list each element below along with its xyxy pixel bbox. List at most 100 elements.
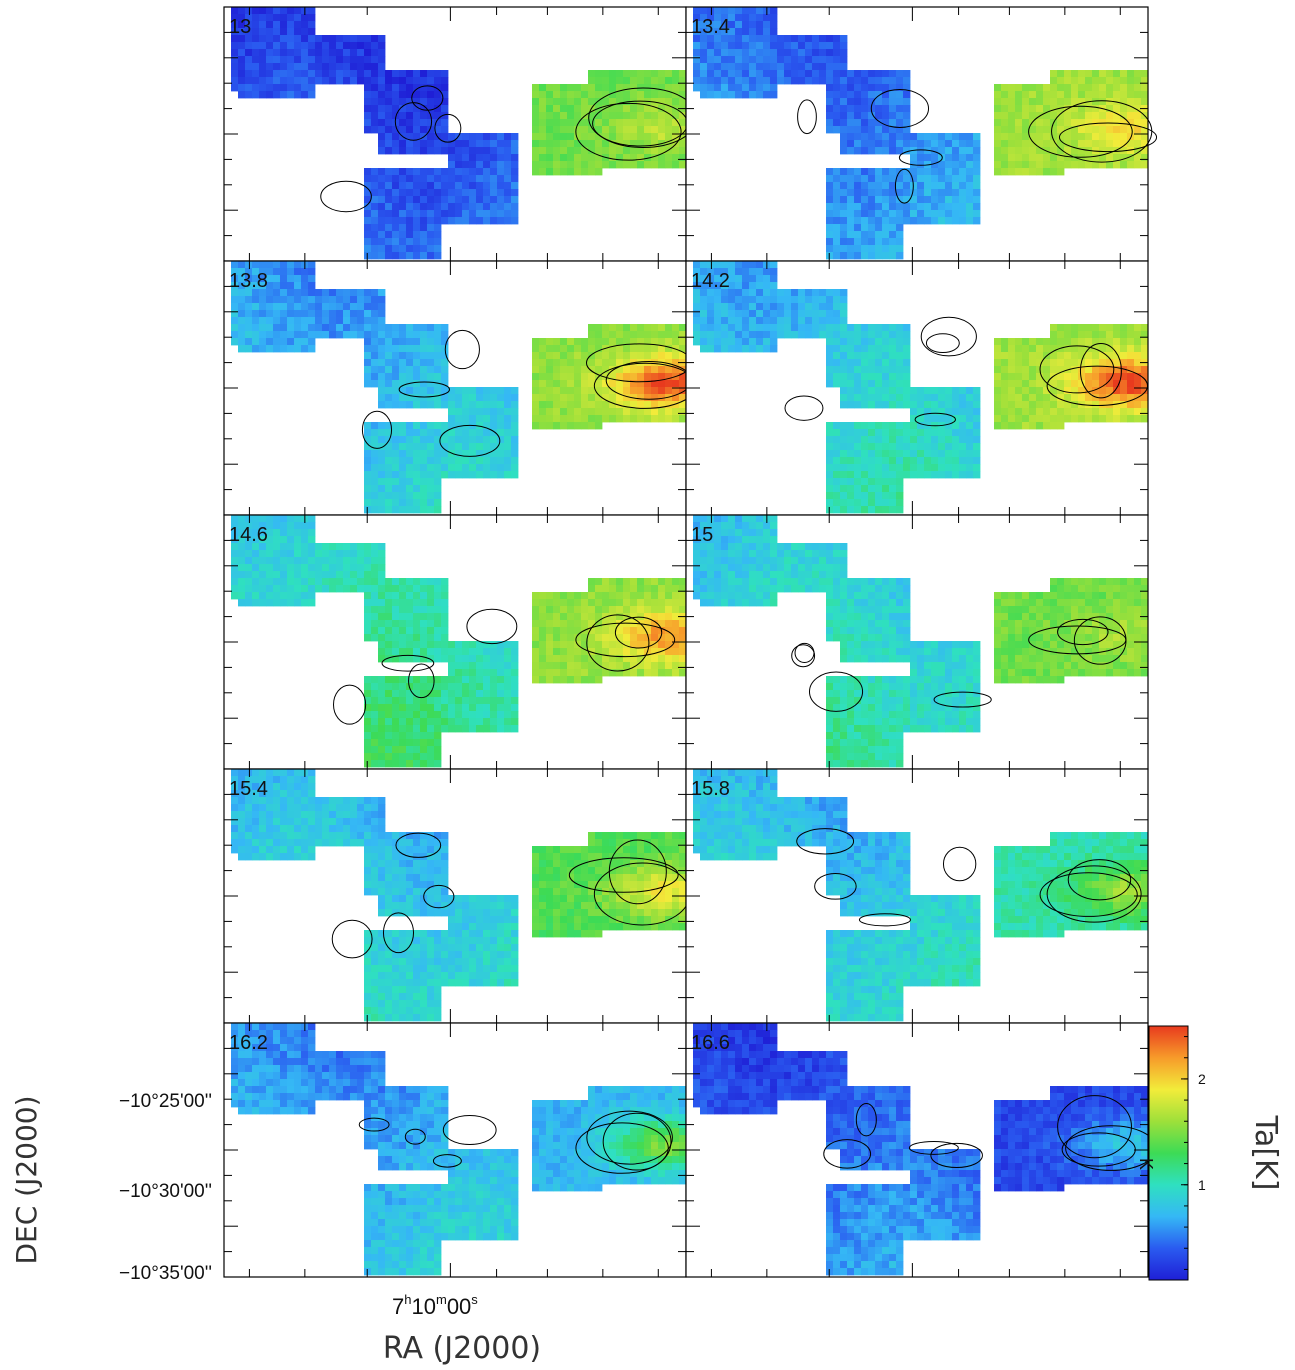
x-tick-minutes-unit: m <box>436 1292 447 1307</box>
channel-panel: 13.8 <box>223 260 697 516</box>
contour <box>423 884 455 909</box>
contour-lines <box>358 1110 673 1174</box>
channel-panel: 16.6 <box>685 1022 1157 1278</box>
x-tick-label: 7h10m00s <box>392 1292 478 1319</box>
channel-panel: 16.2 <box>223 1022 687 1278</box>
contour <box>358 1117 390 1132</box>
contour <box>1051 100 1153 163</box>
contour <box>382 912 415 954</box>
contour <box>394 102 433 141</box>
contour <box>575 102 682 161</box>
intensity-map <box>231 515 687 768</box>
channel-panel: 13.4 <box>685 6 1158 262</box>
x-tick-seconds: 00 <box>447 1294 471 1319</box>
contour <box>920 316 977 357</box>
contour <box>361 410 393 449</box>
colorbar-ticks: 12 <box>1181 1036 1206 1270</box>
contour <box>808 671 864 712</box>
channel-panel: 15 <box>685 514 1149 770</box>
contour <box>398 381 450 398</box>
colorbar-scale <box>1148 1025 1189 1281</box>
colorbar-tick-label: 1 <box>1198 1177 1206 1193</box>
x-tick-minutes: 10 <box>411 1294 435 1319</box>
contour <box>1067 859 1132 901</box>
contour <box>942 846 977 882</box>
panel-ticks <box>224 769 686 1023</box>
contour <box>381 654 435 672</box>
contour <box>586 1110 673 1165</box>
colorbar-label: Ta[K] <box>1248 1115 1283 1191</box>
panel-ticks <box>224 1023 686 1277</box>
contour <box>442 1114 497 1146</box>
contour <box>791 644 816 668</box>
contour-lines <box>823 1095 1157 1171</box>
panel-velocity-label: 15.4 <box>229 778 268 800</box>
channel-panel: 14.2 <box>685 260 1149 516</box>
panel-ticks <box>686 261 1148 515</box>
contour <box>914 412 956 427</box>
contour <box>1046 865 1142 923</box>
intensity-map <box>693 7 1149 260</box>
intensity-map <box>693 769 1149 1022</box>
y-tick-label: −10°35'00'' <box>119 1263 212 1284</box>
contour <box>439 424 501 457</box>
panel-ticks <box>686 515 1148 769</box>
intensity-map <box>231 7 687 260</box>
contour <box>1028 625 1127 655</box>
channel-panel: 15.8 <box>685 768 1149 1024</box>
panel-velocity-label: 15.8 <box>691 778 730 800</box>
panel-velocity-label: 15 <box>691 524 713 546</box>
intensity-map <box>693 1023 1149 1276</box>
contour <box>466 608 518 645</box>
intensity-map <box>231 1023 687 1276</box>
panel-velocity-label: 13.8 <box>229 270 268 292</box>
contour <box>1039 345 1115 394</box>
contour <box>404 1128 426 1145</box>
panel-grid: 13 13.4 13.8 14.2 14.6 15 15.4 15.8 16.2 16.6 <box>223 6 1158 1278</box>
panel-ticks <box>686 769 1148 1023</box>
contour <box>586 614 650 672</box>
contour-lines <box>784 316 1149 427</box>
y-tick-label: −10°30'00'' <box>119 1181 212 1202</box>
contour <box>930 1142 983 1169</box>
contour <box>395 832 442 858</box>
contour <box>814 872 857 900</box>
channel-panel: 15.4 <box>223 768 691 1024</box>
channel-panel: 13 <box>223 6 698 262</box>
contour <box>575 622 676 658</box>
x-tick-seconds-unit: s <box>471 1292 478 1307</box>
colorbar-tick-label: 2 <box>1198 1071 1206 1087</box>
contour-lines <box>796 828 1142 927</box>
panel-ticks <box>224 515 686 769</box>
contour-lines <box>333 608 676 725</box>
intensity-map <box>693 515 1149 768</box>
colorbar: 12 K Ta[K] <box>1136 1025 1283 1281</box>
contour <box>1039 872 1138 917</box>
y-axis-label: DEC (J2000) <box>10 1095 43 1264</box>
contour <box>870 88 930 128</box>
contour <box>1057 1095 1133 1159</box>
panel-velocity-label: 14.2 <box>691 270 730 292</box>
contour <box>855 1103 877 1137</box>
contour <box>898 149 943 166</box>
contour <box>1058 122 1158 153</box>
x-tick-hours: 7 <box>392 1294 404 1319</box>
panel-velocity-label: 16.2 <box>229 1032 268 1054</box>
panel-ticks <box>224 261 686 515</box>
contour <box>1057 618 1109 646</box>
contour-lines <box>797 88 1158 204</box>
contour <box>444 329 480 370</box>
contour <box>908 1140 959 1155</box>
y-tick-label: −10°25'00'' <box>119 1091 212 1112</box>
contour <box>797 99 817 135</box>
y-tick-labels: −10°25'00'' −10°30'00'' −10°35'00'' <box>119 1091 212 1284</box>
contour <box>894 168 914 204</box>
panel-velocity-label: 16.6 <box>691 1032 730 1054</box>
intensity-map <box>231 261 687 514</box>
contour <box>933 691 992 708</box>
panel-ticks <box>224 7 686 261</box>
contour <box>925 333 960 354</box>
contour <box>434 113 462 143</box>
contour <box>331 919 373 959</box>
